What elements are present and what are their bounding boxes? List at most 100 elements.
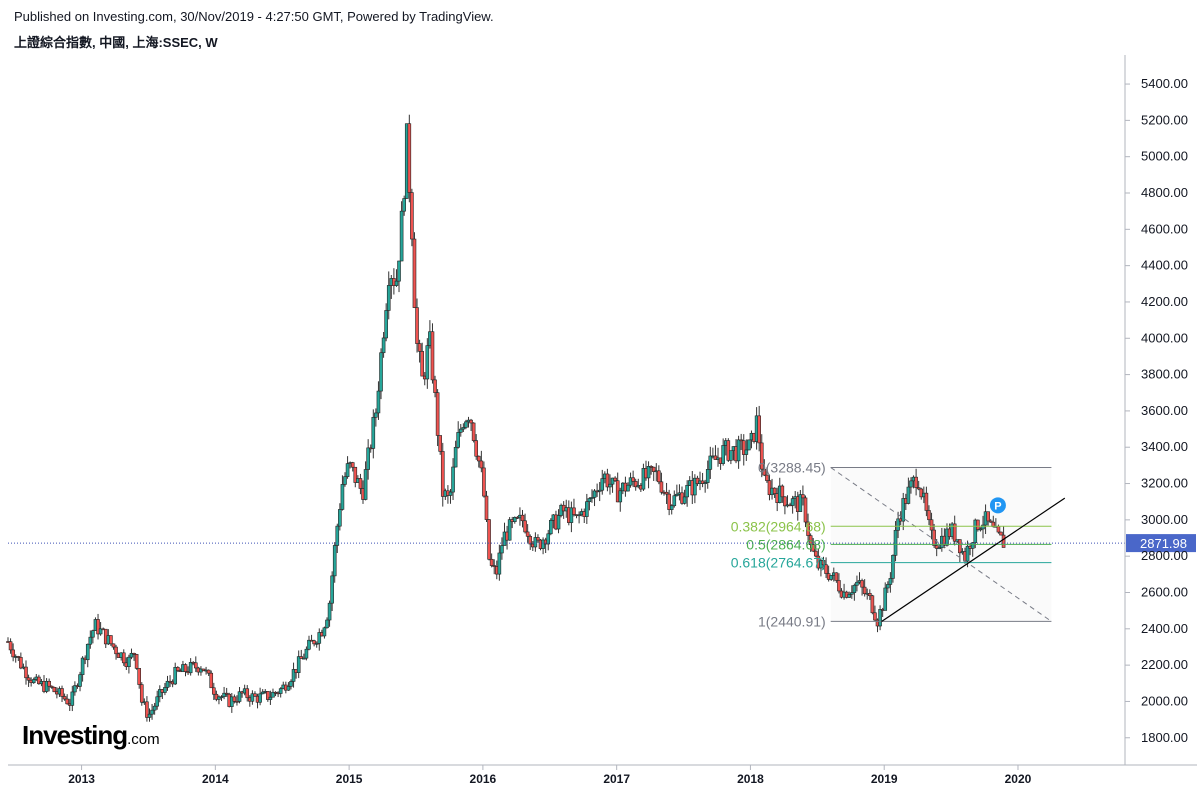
candle-body	[129, 652, 134, 658]
marker-icon	[989, 497, 1006, 514]
price-tick-label: 3800.00	[1141, 367, 1188, 382]
candle-body	[188, 662, 193, 674]
price-tick-label: 5200.00	[1141, 112, 1188, 127]
candle-body	[399, 210, 404, 262]
candle-body	[456, 432, 460, 448]
candle-body	[137, 668, 141, 685]
candle-body	[453, 446, 458, 468]
candle-body	[929, 519, 934, 531]
price-tick-label: 2600.00	[1141, 584, 1188, 599]
candle-body	[88, 636, 93, 645]
candle-body	[958, 539, 962, 554]
candle-body	[307, 639, 311, 650]
candle-body	[741, 440, 746, 455]
candle-body	[824, 564, 828, 574]
candle-body	[410, 192, 414, 240]
candle-body	[37, 676, 41, 685]
candle-body	[109, 635, 113, 645]
candle-body	[433, 379, 437, 393]
candle-body	[590, 497, 594, 499]
candle-body	[73, 685, 77, 693]
candle-body	[420, 351, 424, 377]
candle-body	[121, 652, 126, 664]
fib-label: 0(3288.45)	[758, 459, 826, 475]
candle-body	[132, 652, 136, 655]
candle-body	[471, 422, 476, 441]
candle-body	[657, 470, 661, 483]
candle-body	[224, 692, 229, 695]
candle-body	[852, 584, 857, 593]
candle-body	[212, 687, 216, 695]
candle-body	[1001, 534, 1006, 548]
candle-body	[253, 693, 257, 697]
price-tick-label: 3600.00	[1141, 403, 1188, 418]
candle-body	[973, 519, 978, 543]
candle-body	[217, 696, 221, 700]
fib-label: 0.382(2964.68)	[731, 518, 826, 534]
candle-body	[278, 688, 283, 694]
candle-body	[476, 455, 481, 462]
candle-body	[703, 482, 707, 484]
candle-body	[268, 696, 273, 700]
candle-body	[322, 627, 327, 637]
candle-body	[767, 480, 772, 496]
candle-body	[235, 701, 239, 703]
candle-body	[891, 555, 895, 579]
price-tick-label: 2400.00	[1141, 621, 1188, 636]
trend-line	[881, 497, 1066, 623]
fib-label: 0.5(2864.68)	[746, 536, 825, 552]
candle-body	[438, 435, 442, 452]
candle-body	[965, 545, 970, 562]
candle-body	[415, 307, 419, 344]
candle-body	[60, 688, 64, 697]
candle-body	[549, 520, 553, 535]
candle-body	[849, 592, 854, 595]
candle-body	[999, 531, 1003, 536]
candle-body	[914, 476, 918, 488]
candle-body	[868, 592, 872, 597]
candle-body	[440, 451, 445, 497]
candle-body	[569, 507, 574, 523]
time-tick-label: 2017	[603, 772, 630, 786]
candle-body	[808, 535, 813, 545]
candle-body	[592, 490, 597, 498]
time-tick-label: 2014	[202, 772, 229, 786]
candle-body	[52, 686, 57, 693]
candle-body	[80, 657, 85, 675]
candle-body	[193, 662, 198, 669]
candle-body	[394, 280, 399, 286]
candle-body	[646, 466, 651, 479]
candle-body	[417, 343, 422, 352]
candle-body	[165, 680, 170, 688]
candle-body	[952, 523, 957, 542]
candle-body	[757, 415, 761, 444]
candle-body	[330, 575, 334, 604]
price-tick-label: 4400.00	[1141, 258, 1188, 273]
candle-body	[772, 487, 777, 494]
candle-body	[304, 648, 309, 659]
candle-body	[878, 609, 882, 627]
candle-body	[16, 656, 21, 658]
candle-body	[523, 520, 527, 533]
candle-body	[981, 524, 985, 530]
candle-body	[945, 528, 949, 546]
candle-body	[358, 478, 363, 489]
candle-body	[206, 669, 211, 674]
candle-body	[556, 515, 561, 530]
candle-body	[909, 480, 913, 488]
candle-body	[70, 691, 75, 706]
candle-body	[672, 495, 677, 507]
candle-body	[237, 691, 242, 702]
candle-body	[507, 519, 512, 541]
candle-body	[736, 439, 741, 462]
candle-body	[366, 447, 370, 470]
candle-body	[597, 489, 602, 492]
candle-body	[363, 469, 368, 500]
candle-body	[232, 696, 237, 702]
symbol-title: 上證綜合指數, 中國, 上海:SSEC, W	[14, 35, 218, 50]
candle-body	[371, 416, 376, 449]
candle-body	[219, 696, 224, 698]
candle-body	[803, 497, 808, 523]
candle-body	[870, 595, 875, 614]
